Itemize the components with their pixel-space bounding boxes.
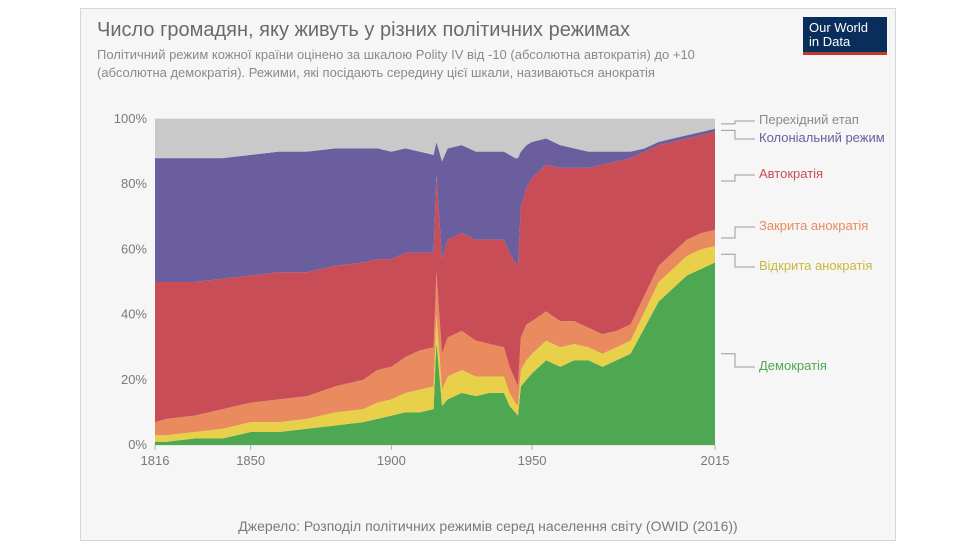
legend-item-colonial: Колоніальний режим [759, 131, 885, 146]
legend-item-democracy: Демократія [759, 359, 827, 374]
y-tick-label: 80% [121, 176, 147, 191]
logo-line2: in Data [809, 35, 881, 49]
legend-item-transition: Перехідний етап [759, 113, 859, 128]
x-tick-label: 1816 [141, 453, 170, 468]
chart-title: Число громадян, яку живуть у різних полі… [81, 9, 895, 46]
legend-item-autocracy: Автократія [759, 167, 823, 182]
source-line: Джерело: Розподіл політичних режимів сер… [81, 518, 895, 534]
legend-leader-democracy [721, 113, 757, 473]
logo-line1: Our World [809, 21, 881, 35]
owid-logo: Our World in Data [803, 17, 887, 55]
x-tick-label: 1950 [518, 453, 547, 468]
y-tick-label: 100% [114, 111, 148, 126]
y-tick-label: 0% [128, 437, 147, 452]
x-tick-label: 1850 [236, 453, 265, 468]
stacked-area-svg: 0%20%40%60%80%100%18161850190019502015 [141, 113, 721, 473]
y-tick-label: 40% [121, 307, 147, 322]
y-tick-label: 60% [121, 241, 147, 256]
x-tick-label: 1900 [377, 453, 406, 468]
legend-item-open_anocracy: Відкрита анократія [759, 259, 872, 274]
legend-item-closed_anocracy: Закрита анократія [759, 219, 868, 234]
chart-card: Our World in Data Число громадян, яку жи… [80, 8, 896, 541]
y-tick-label: 20% [121, 372, 147, 387]
legend: Перехідний етап Колоніальний режим Автокра… [735, 113, 885, 473]
plot-area: 0%20%40%60%80%100%18161850190019502015 [141, 113, 721, 473]
chart-subtitle: Політичний режим кожної країни оцінено з… [81, 46, 895, 87]
